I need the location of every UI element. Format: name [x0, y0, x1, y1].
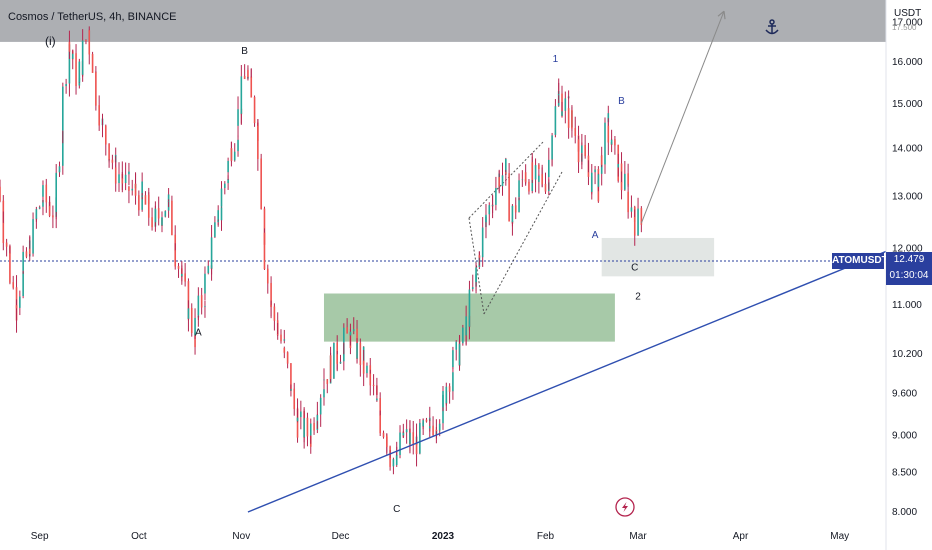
time-tick-label: Dec [332, 531, 350, 542]
price-tick-label: 12.000 [892, 244, 923, 255]
price-tick-label: 16.000 [892, 57, 923, 68]
time-tick-label: May [830, 531, 849, 542]
wave-label: B [618, 96, 625, 107]
time-tick-label: Feb [537, 531, 555, 542]
time-axis: Sep Oct Nov Dec 2023 Feb Mar Apr May [31, 531, 849, 542]
time-tick-label: Apr [733, 531, 749, 542]
wave-labels-layer: B A C 1 B A C 2 [195, 46, 641, 515]
price-tick-label: 15.000 [892, 99, 923, 110]
price-tick-label: 10.200 [892, 349, 923, 360]
price-tick-label: 9.600 [892, 389, 917, 400]
wave-label: A [592, 230, 599, 241]
price-tick-label: 8.500 [892, 468, 917, 479]
candle-countdown: 01:30:04 [889, 270, 929, 281]
candles-layer [0, 26, 643, 475]
price-tick-label: 17.000 [892, 18, 923, 29]
price-tick-label: 8.000 [892, 507, 917, 518]
wave-label: B [241, 46, 248, 57]
time-tick-label: 2023 [432, 531, 455, 542]
price-tick-label: 9.000 [892, 431, 917, 442]
wave-label: 1 [553, 54, 559, 65]
projection-arrowhead [717, 10, 726, 20]
time-tick-label: Sep [31, 531, 49, 542]
symbol-price-tag[interactable]: ATOMUSDT [832, 253, 888, 269]
price-tick-label: 11.000 [892, 300, 922, 311]
lines-layer [247, 10, 887, 513]
time-tick-label: Oct [131, 531, 147, 542]
price-tick-label-partial: 17.500 [892, 23, 917, 32]
chart-title: Cosmos / TetherUS, 4h, BINANCE [8, 11, 177, 23]
target-zone [601, 237, 715, 277]
last-price-value: 12.479 [893, 254, 925, 265]
support-trendline [247, 250, 887, 513]
price-axis-unit: USDT [894, 8, 922, 19]
price-tick-label: 13.000 [892, 192, 923, 203]
time-tick-label: Mar [629, 531, 647, 542]
wave-label-main: (i) [45, 34, 56, 48]
wave-label: 2 [635, 291, 641, 302]
time-tick-label: Nov [232, 531, 250, 542]
last-price-box[interactable]: 12.479 01:30:04 [886, 252, 932, 285]
projection-arrow-line [640, 10, 725, 224]
price-tick-label: 14.000 [892, 144, 923, 155]
price-axis: 17.000 16.000 15.000 14.000 13.000 12.000 11.0… [892, 18, 923, 518]
lightning-icon[interactable] [615, 497, 635, 517]
zones-layer [0, 0, 886, 342]
wave-label: A [195, 327, 202, 338]
wave-label: C [631, 263, 638, 274]
anchor-icon[interactable] [765, 19, 779, 35]
resistance-zone [0, 0, 886, 42]
wave-label: C [393, 504, 400, 515]
